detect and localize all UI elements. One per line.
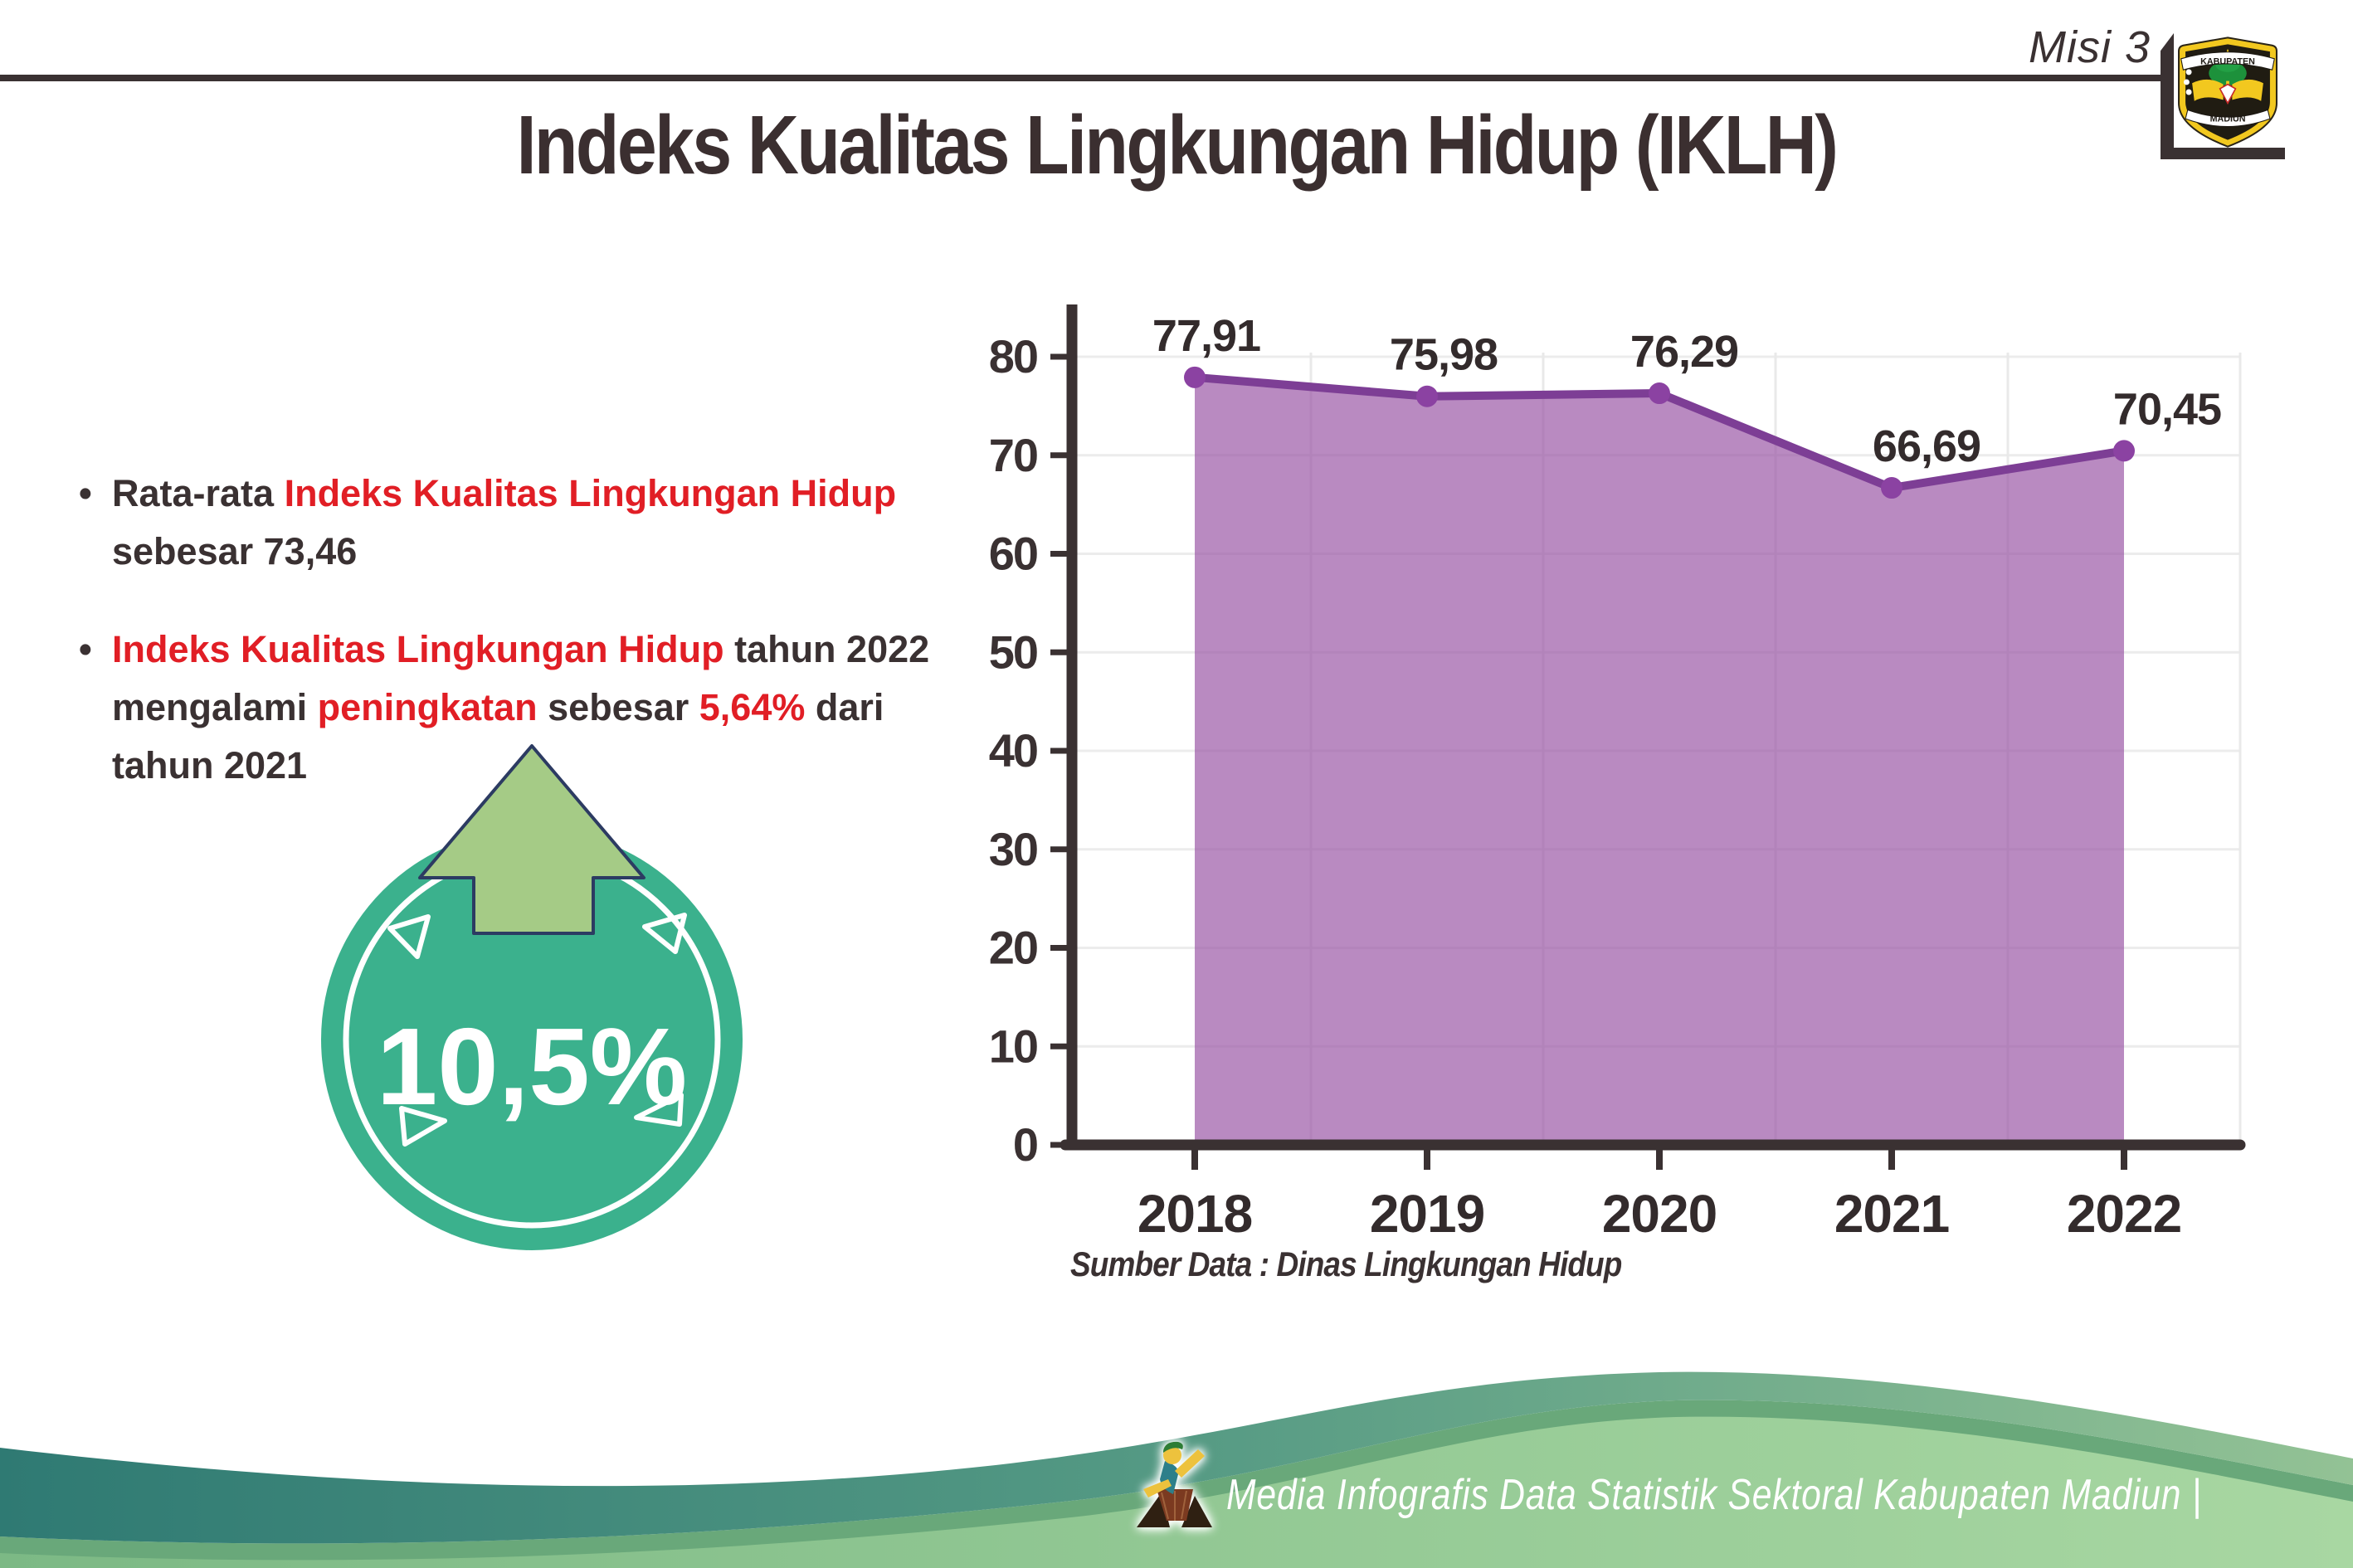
y-tick-label: 10 [989,1020,1037,1072]
value-label-2019: 75,98 [1390,330,1498,380]
y-tick-label: 30 [989,823,1037,875]
page-title: Indeks Kualitas Lingkungan Hidup (IKLH) [516,99,1839,192]
insight-line: mengalami peningkatan sebesar 5,64% dari [112,686,884,728]
data-point-2019 [1416,385,1438,407]
value-label-2022: 70,45 [2113,384,2221,434]
x-tick-label-2021: 2021 [1834,1184,1949,1244]
logo-frame-horizontal [2161,148,2285,159]
logo-top-text: KABUPATEN [2200,57,2255,67]
data-point-2021 [1881,477,1902,499]
sparkle-triangles [387,913,687,1147]
left-wing-icon [2192,79,2224,101]
bullet-dot: • [79,472,92,514]
dancer-mascot-icon [1137,1441,1212,1527]
y-tick-label: 40 [989,724,1037,777]
wave-light [0,1416,2353,1568]
kabupaten-madiun-logo-icon: KABUPATEN MADIUN [2178,37,2277,148]
insight-line: sebesar 73,46 [112,530,358,572]
data-point-2020 [1649,382,1670,405]
x-tick-label-2019: 2019 [1370,1184,1484,1244]
data-point-2018 [1184,366,1206,388]
footer-caption: Media Infografis Data Statistik Sektoral… [1226,1471,2202,1519]
y-tick-label: 80 [989,330,1037,382]
y-tick-label: 70 [989,429,1037,481]
x-tick-label-2018: 2018 [1138,1184,1252,1244]
x-tick-label-2020: 2020 [1602,1184,1717,1244]
source-note: Sumber Data : Dinas Lingkungan Hidup [1070,1244,1622,1283]
bullet-dot: • [79,628,92,670]
right-wing-icon [2232,79,2263,101]
area-fill [1195,377,2124,1146]
insight-line: Rata-rata Indeks Kualitas Lingkungan Hid… [112,472,897,514]
y-tick-label: 60 [989,528,1037,580]
data-point-2022 [2113,440,2135,462]
x-tick-label-2022: 2022 [2067,1184,2181,1244]
y-tick-label: 0 [1013,1118,1037,1171]
y-tick-label: 20 [989,922,1037,974]
value-label-2020: 76,29 [1630,327,1738,377]
misi-label: Misi 3 [2028,22,2151,72]
value-label-2021: 66,69 [1873,421,1980,471]
increase-badge: 10,5% [321,744,743,1250]
iklh-chart: 0 10 20 30 40 50 60 70 80 2018 2019 2020 2021 2022 77,… [989,304,2246,1244]
insight-list: • Rata-rata Indeks Kualitas Lingkungan H… [79,465,975,795]
logo-frame-vertical [2161,33,2174,159]
insight-line: tahun 2021 [112,744,308,786]
logo-bottom-text: MADIUN [2210,114,2246,124]
header-rule [0,75,2161,81]
up-arrow-icon [418,744,645,935]
value-label-2018: 77,91 [1152,311,1260,361]
insight-item-increase: • Indeks Kualitas Lingkungan Hidup tahun… [79,621,975,795]
insight-line: Indeks Kualitas Lingkungan Hidup tahun 2… [112,628,930,670]
badge-value: 10,5% [377,1006,687,1127]
insight-item-average: • Rata-rata Indeks Kualitas Lingkungan H… [79,465,975,581]
y-tick-label: 50 [989,626,1037,678]
chart-svg: 0 10 20 30 40 50 60 70 80 2018 2019 2020 2021 2022 77,… [989,304,2246,1244]
